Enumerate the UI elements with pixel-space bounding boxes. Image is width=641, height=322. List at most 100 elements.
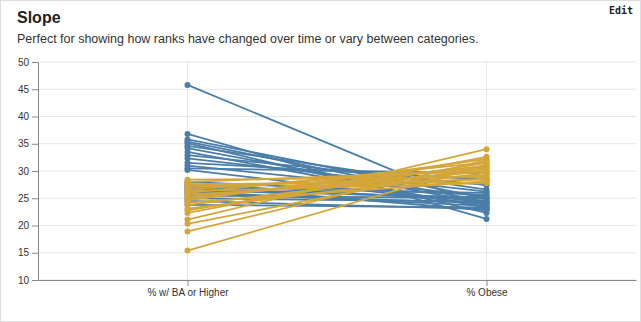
x-axis-line xyxy=(39,280,637,281)
point xyxy=(484,205,490,211)
frame xyxy=(1,1,641,322)
point xyxy=(484,205,490,211)
y-tick-label: 30 xyxy=(18,166,30,177)
y-tick-mark xyxy=(32,280,38,281)
slope-line xyxy=(188,142,487,202)
series xyxy=(185,178,490,205)
grid-line xyxy=(38,89,636,90)
series xyxy=(185,159,490,196)
y-tick-mark xyxy=(32,253,38,254)
slope-line xyxy=(188,162,487,193)
series xyxy=(185,154,490,216)
y-tick-mark xyxy=(32,198,38,199)
chart: Slope Perfect for showing how ranks have … xyxy=(0,0,641,322)
slope-line xyxy=(188,149,487,219)
y-tick-mark xyxy=(32,62,38,63)
grid-line xyxy=(38,116,636,117)
grid xyxy=(38,62,636,280)
slope-line xyxy=(188,173,487,208)
series xyxy=(185,170,490,211)
grid-line xyxy=(38,225,636,226)
series xyxy=(185,166,490,208)
y-tick: 45 xyxy=(18,84,38,95)
edit-button[interactable]: Edit xyxy=(609,5,633,16)
slope-line xyxy=(188,172,487,197)
point xyxy=(484,179,490,185)
y-tick-mark xyxy=(32,226,38,227)
y-tick-label: 20 xyxy=(18,220,30,231)
y-tick-mark xyxy=(32,144,38,145)
grid-line xyxy=(38,143,636,144)
point xyxy=(185,177,191,183)
y-tick: 20 xyxy=(18,220,38,231)
point xyxy=(185,131,191,137)
point xyxy=(484,168,490,174)
y-tick-label: 25 xyxy=(18,193,30,204)
point xyxy=(185,167,191,173)
y-tick: 25 xyxy=(18,193,38,204)
y-tick-label: 50 xyxy=(18,57,30,68)
grid-line xyxy=(38,280,636,281)
marks xyxy=(185,82,490,254)
series xyxy=(185,165,490,193)
series xyxy=(185,145,490,207)
y-tick: 50 xyxy=(18,57,38,68)
point xyxy=(484,216,490,222)
y-tick-mark xyxy=(32,89,38,90)
x-tick-label: % Obese xyxy=(466,287,508,298)
point xyxy=(185,248,191,254)
series xyxy=(185,160,490,213)
series xyxy=(185,163,490,202)
series xyxy=(185,169,490,200)
slope-line xyxy=(188,177,487,180)
series xyxy=(185,82,490,212)
series xyxy=(185,174,490,183)
series xyxy=(185,140,490,216)
slope-line xyxy=(188,182,487,184)
y-tick-label: 35 xyxy=(18,138,30,149)
y-tick-label: 15 xyxy=(18,247,30,258)
series xyxy=(185,161,490,253)
point xyxy=(185,217,191,223)
slope-line xyxy=(188,157,487,213)
point xyxy=(185,82,191,88)
y-tick-mark xyxy=(32,171,38,172)
point xyxy=(484,199,490,205)
x-tick: % Obese xyxy=(466,280,508,298)
point xyxy=(484,180,490,186)
y-tick: 10 xyxy=(18,275,38,286)
y-tick-mark xyxy=(32,117,38,118)
slope-line xyxy=(188,171,487,182)
slope-line xyxy=(188,143,487,213)
slope-line xyxy=(188,166,487,199)
y-tick: 35 xyxy=(18,138,38,149)
slope-line xyxy=(188,163,487,210)
point xyxy=(484,174,490,180)
point xyxy=(185,228,191,234)
y-tick: 15 xyxy=(18,247,38,258)
subtitle: Perfect for showing how ranks have chang… xyxy=(17,32,478,46)
slope-line xyxy=(188,168,487,190)
x-tick: % w/ BA or Higher xyxy=(147,280,229,298)
series xyxy=(185,163,490,200)
slope-line xyxy=(188,134,487,219)
x-tick-label: % w/ BA or Higher xyxy=(147,287,229,298)
series xyxy=(185,172,490,190)
series xyxy=(185,149,490,211)
series xyxy=(185,156,490,203)
series xyxy=(185,177,490,189)
series xyxy=(185,157,490,234)
series xyxy=(185,168,490,185)
y-tick: 30 xyxy=(18,166,38,177)
y-tick-label: 10 xyxy=(18,275,30,286)
point xyxy=(484,159,490,165)
grid-line xyxy=(38,62,636,63)
title: Slope xyxy=(17,9,61,26)
y-tick-label: 40 xyxy=(18,111,30,122)
slope-line xyxy=(188,159,487,200)
y-tick-label: 45 xyxy=(18,84,30,95)
series xyxy=(185,146,490,222)
x-tick-mark xyxy=(487,280,488,286)
y-tick: 40 xyxy=(18,111,38,122)
slope-line xyxy=(188,160,487,231)
